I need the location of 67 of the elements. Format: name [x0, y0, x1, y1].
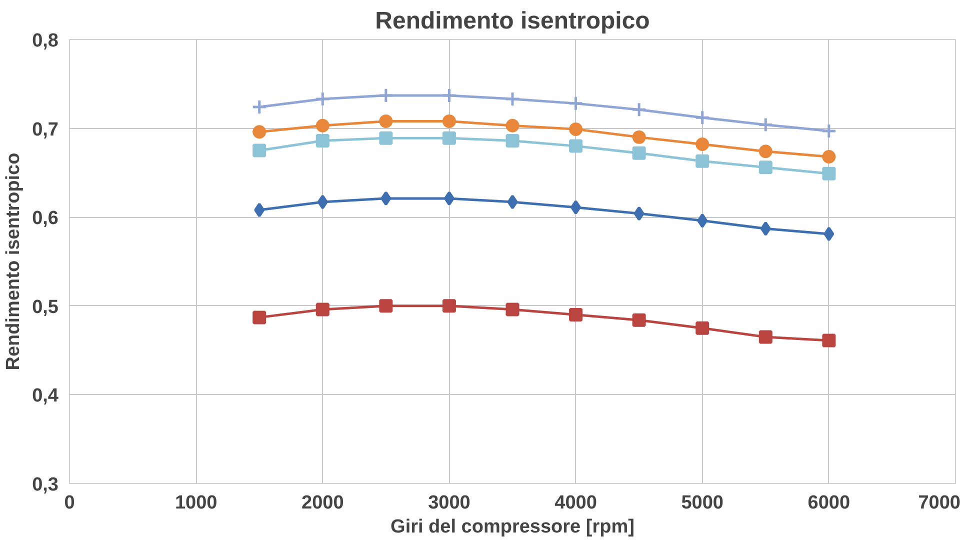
- point: [314, 91, 330, 107]
- point: [506, 118, 520, 132]
- point: [504, 91, 520, 107]
- y-tick-label: 0,4: [32, 386, 59, 407]
- point: [634, 206, 644, 221]
- point: [821, 123, 837, 139]
- point: [378, 88, 394, 104]
- point: [696, 138, 710, 152]
- point: [442, 114, 456, 128]
- point: [507, 194, 518, 210]
- point: [822, 166, 836, 180]
- point: [758, 330, 772, 344]
- point: [569, 122, 583, 136]
- point: [379, 131, 393, 145]
- point: [252, 310, 266, 324]
- point: [568, 96, 584, 112]
- point: [254, 202, 265, 218]
- point: [506, 302, 520, 316]
- point: [758, 160, 772, 174]
- point: [696, 154, 710, 168]
- point: [632, 146, 646, 160]
- point: [506, 134, 520, 148]
- y-tick-label: 0,6: [32, 208, 59, 230]
- point: [316, 134, 330, 148]
- point: [632, 313, 646, 327]
- x-tick-label: 6000: [808, 492, 850, 514]
- point: [252, 99, 268, 115]
- point: [316, 118, 330, 132]
- y-tick-label: 0,3: [32, 474, 59, 496]
- point: [252, 125, 266, 139]
- point: [317, 194, 328, 210]
- point: [697, 213, 708, 228]
- point: [822, 334, 836, 348]
- point: [824, 226, 834, 242]
- point: [380, 191, 392, 206]
- point: [442, 131, 456, 145]
- point: [632, 130, 646, 144]
- point: [570, 200, 582, 215]
- y-axis-title: Rendimento isentropico: [3, 152, 24, 370]
- point: [444, 191, 454, 206]
- point: [694, 110, 710, 126]
- x-tick-label: 3000: [428, 492, 470, 514]
- x-tick-label: 7000: [918, 492, 961, 514]
- x-tick-label: 4000: [554, 492, 597, 514]
- point: [316, 302, 330, 316]
- y-tick-label: 0,8: [32, 30, 59, 52]
- chart-title: Rendimento isentropico: [375, 8, 650, 34]
- point: [758, 117, 774, 132]
- x-axis-title: Giri del compressore [rpm]: [390, 516, 634, 538]
- x-tick-label: 1000: [174, 492, 218, 514]
- point: [252, 144, 266, 158]
- y-tick-label: 0,5: [32, 296, 59, 318]
- point: [442, 299, 456, 313]
- x-tick-label: 2000: [302, 492, 344, 514]
- point: [379, 299, 393, 313]
- x-tick-label: 5000: [681, 492, 724, 514]
- point: [379, 114, 393, 128]
- y-tick-label: 0,7: [32, 119, 59, 140]
- x-tick-label: 0: [64, 492, 75, 514]
- point: [569, 139, 583, 153]
- point: [822, 150, 836, 164]
- point: [441, 88, 457, 104]
- point: [631, 102, 647, 118]
- point: [696, 321, 710, 335]
- point: [760, 221, 771, 236]
- point: [758, 144, 772, 158]
- point: [569, 308, 583, 322]
